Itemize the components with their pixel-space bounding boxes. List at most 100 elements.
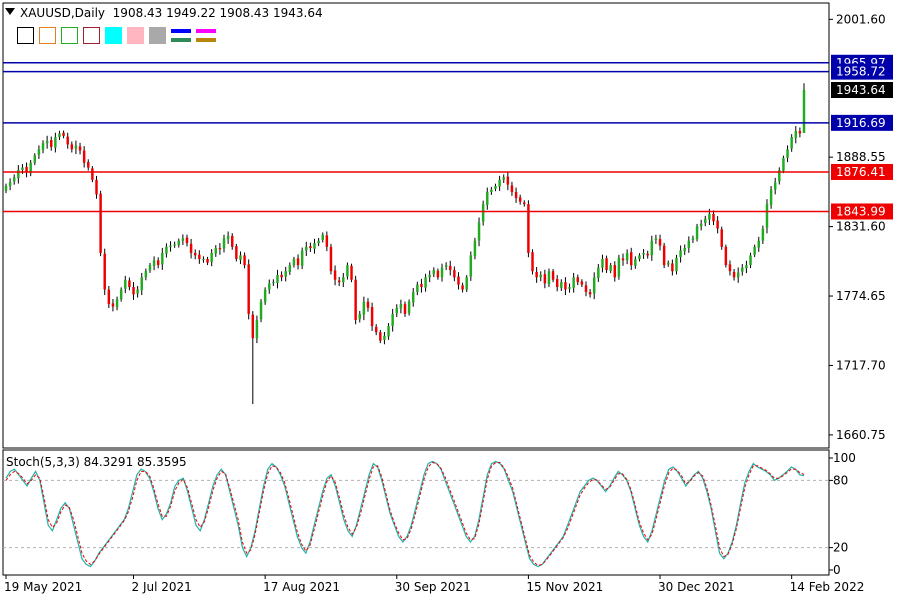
candle-body	[222, 238, 226, 249]
white-swatch[interactable]	[17, 27, 34, 44]
candle-body	[280, 274, 283, 278]
candle-body	[202, 259, 205, 261]
candle-body	[99, 193, 102, 253]
candle-body	[749, 255, 752, 266]
candle-body	[440, 267, 444, 278]
y-tick-label: 1717.70	[836, 358, 886, 372]
candle-body	[395, 307, 399, 314]
candle-body	[634, 259, 637, 266]
candle-body	[411, 291, 415, 303]
candle-body	[687, 240, 691, 249]
candle-body	[642, 252, 645, 255]
magenta-gold-swatch[interactable]	[196, 27, 216, 44]
candle-body	[231, 235, 234, 247]
candle-body	[432, 270, 436, 275]
candle-body	[424, 277, 427, 288]
candle-body	[564, 282, 567, 290]
y-tick-label: 1660.75	[836, 428, 886, 442]
ohlc-values: 1908.43 1949.22 1908.43 1943.64	[112, 6, 323, 20]
candle-body	[741, 267, 744, 272]
candle-body	[605, 258, 608, 270]
candle-body	[646, 253, 649, 256]
candle-body	[535, 271, 538, 278]
stoch-tick-label: 0	[833, 563, 841, 577]
candle-body	[391, 313, 394, 327]
candle-body	[243, 255, 246, 266]
candle-body	[95, 179, 98, 195]
stoch-signal-line	[5, 461, 805, 567]
candle-body	[555, 279, 559, 288]
candle-body	[617, 257, 621, 277]
candle-body	[802, 90, 806, 133]
stochastic-title: Stoch(5,3,3) 84.3291 85.3595	[6, 455, 187, 469]
candle-body	[41, 143, 45, 151]
candle-body	[457, 276, 460, 285]
x-tick-label: 30 Sep 2021	[395, 580, 471, 594]
candle-body	[354, 279, 357, 320]
candle-body	[790, 137, 793, 149]
candle-body	[185, 237, 189, 244]
candle-body	[658, 239, 662, 246]
candle-body	[601, 259, 604, 268]
candle-body	[588, 291, 592, 295]
candle-body	[272, 282, 275, 284]
candle-body	[239, 255, 242, 260]
price-level-label: 1916.69	[836, 116, 886, 130]
x-tick-label: 2 Jul 2021	[132, 580, 192, 594]
candle-body	[724, 246, 728, 266]
candle-body	[584, 285, 588, 292]
pink-swatch[interactable]	[127, 27, 144, 44]
candle-body	[416, 284, 419, 292]
candle-body	[782, 157, 785, 171]
candle-body	[87, 161, 90, 168]
dropdown-triangle-icon[interactable]	[5, 8, 15, 15]
candle-body	[284, 271, 287, 277]
candle-body	[342, 277, 345, 283]
brown-swatch[interactable]	[83, 27, 100, 44]
cyan-swatch[interactable]	[105, 27, 122, 44]
candle-body	[152, 260, 156, 266]
price-level-label: 1958.72	[836, 65, 886, 79]
candle-body	[379, 332, 382, 341]
candle-body	[128, 280, 131, 288]
green-swatch[interactable]	[61, 27, 78, 44]
candle-body	[527, 204, 530, 253]
color-swatch-toolbar	[17, 27, 216, 44]
last-price-label: 1943.64	[836, 83, 886, 97]
candle-body	[732, 271, 736, 278]
price-level-label-bg	[831, 63, 893, 80]
candle-body	[50, 140, 53, 147]
candle-body	[136, 289, 139, 294]
candle-body	[144, 271, 148, 278]
candle-body	[350, 265, 353, 280]
candle-body	[399, 304, 403, 309]
candle-body	[761, 228, 765, 241]
candle-body	[226, 235, 230, 240]
candle-body	[407, 301, 411, 314]
candle-body	[539, 274, 542, 278]
candle-body	[206, 259, 209, 263]
candle-body	[313, 243, 316, 249]
candle-body	[778, 170, 781, 182]
main-plot-frame	[2, 2, 830, 449]
gray-swatch[interactable]	[149, 27, 166, 44]
candle-body	[255, 319, 259, 339]
candle-body	[486, 191, 489, 205]
candle-body	[609, 265, 612, 271]
candle-body	[374, 326, 378, 333]
candle-body	[300, 250, 304, 266]
orange-swatch[interactable]	[39, 27, 56, 44]
price-level-label-bg	[831, 114, 893, 131]
candle-body	[465, 277, 468, 290]
candle-body	[650, 240, 654, 256]
candle-body	[346, 265, 349, 277]
blue-seagreen-swatch[interactable]	[171, 27, 191, 44]
candle-body	[17, 170, 20, 179]
candle-body	[757, 240, 760, 248]
x-tick-label: 15 Nov 2021	[526, 580, 603, 594]
candle-body	[161, 252, 164, 265]
candle-body	[510, 185, 514, 192]
candle-body	[317, 240, 320, 244]
candle-body	[259, 301, 263, 320]
